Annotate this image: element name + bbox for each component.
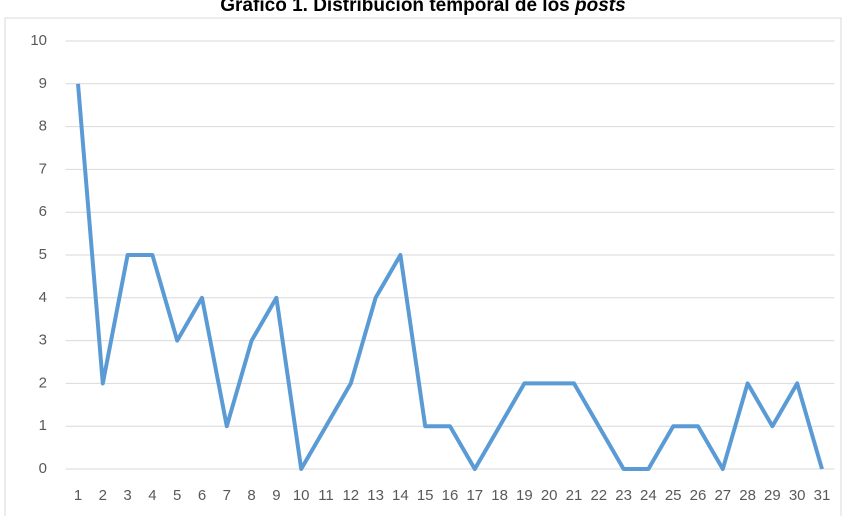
- x-tick-label: 13: [367, 487, 384, 504]
- y-tick-label: 8: [39, 118, 47, 135]
- x-tick-label: 7: [223, 487, 231, 504]
- y-tick-label: 9: [39, 75, 47, 92]
- title-main: Gráfico 1. Distribución temporal de los: [220, 0, 569, 16]
- chart-frame: [4, 17, 842, 516]
- y-tick-label: 4: [39, 289, 47, 306]
- x-tick-label: 19: [516, 487, 533, 504]
- x-tick-label: 23: [615, 487, 632, 504]
- y-tick-label: 1: [39, 417, 47, 434]
- x-tick-label: 11: [318, 487, 334, 504]
- x-tick-label: 17: [466, 487, 483, 504]
- x-tick-label: 21: [566, 487, 583, 504]
- x-tick-label: 3: [123, 487, 131, 504]
- y-tick-label: 2: [39, 374, 47, 391]
- data-line: [76, 83, 824, 471]
- x-tick-label: 8: [247, 487, 255, 504]
- x-tick-label: 2: [99, 487, 107, 504]
- x-tick-label: 24: [640, 487, 657, 504]
- x-tick-label: 28: [739, 487, 756, 504]
- y-tick-label: 3: [39, 332, 47, 349]
- x-tick-label: 25: [665, 487, 682, 504]
- y-tick-label: 5: [39, 246, 47, 263]
- title-emphasis: posts: [574, 0, 626, 16]
- x-tick-label: 4: [148, 487, 156, 504]
- x-tick-label: 16: [442, 487, 459, 504]
- x-tick-label: 22: [590, 487, 607, 504]
- y-tick-label: 10: [30, 32, 47, 49]
- x-tick-label: 18: [491, 487, 508, 504]
- x-tick-label: 27: [714, 487, 731, 504]
- x-tick-label: 31: [814, 487, 831, 504]
- y-tick-label: 6: [39, 203, 47, 220]
- x-tick-label: 20: [541, 487, 558, 504]
- x-tick-label: 30: [789, 487, 806, 504]
- x-tick-label: 14: [392, 487, 409, 504]
- x-tick-label: 1: [74, 487, 82, 504]
- x-tick-label: 26: [690, 487, 707, 504]
- x-tick-label: 15: [417, 487, 434, 504]
- x-tick-label: 10: [293, 487, 310, 504]
- x-tick-label: 12: [342, 487, 359, 504]
- x-tick-label: 29: [764, 487, 781, 504]
- x-tick-label: 5: [173, 487, 181, 504]
- y-tick-label: 0: [39, 460, 47, 477]
- y-tick-label: 7: [39, 160, 47, 177]
- chart-title: Gráfico 1. Distribución temporal de los …: [220, 0, 625, 16]
- x-tick-label: 6: [198, 487, 206, 504]
- x-tick-label: 9: [272, 487, 280, 504]
